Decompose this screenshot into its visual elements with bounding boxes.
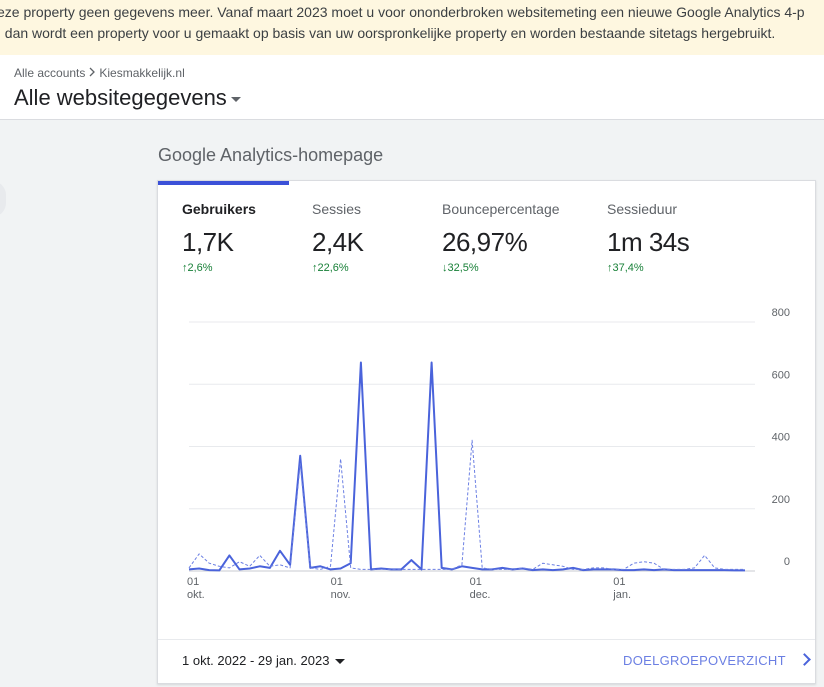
x-tick-month: jan. <box>612 589 631 601</box>
metric-label: Sessies <box>312 201 362 217</box>
notice-banner: eze property geen gegevens meer. Vanaf m… <box>0 0 824 55</box>
banner-text-line-2: , dan wordt een property voor u gemaakt … <box>0 25 776 41</box>
y-tick-label: 400 <box>772 432 790 444</box>
x-tick-day: 01 <box>331 576 343 588</box>
arrow-up-icon: ↑ <box>607 262 613 274</box>
footer-divider <box>158 639 815 640</box>
metric-tab-users[interactable]: Gebruikers 1,7K ↑2,6% <box>182 201 256 274</box>
breadcrumb: Alle accounts Kiesmakkelijk.nl <box>14 66 185 80</box>
view-title-text: Alle websitegegevens <box>14 85 227 110</box>
caret-down-icon <box>335 659 346 665</box>
arrow-up-icon: ↑ <box>182 262 188 274</box>
metric-label: Bouncepercentage <box>442 201 560 217</box>
breadcrumb-property[interactable]: Kiesmakkelijk.nl <box>99 66 185 80</box>
x-tick-day: 01 <box>470 576 482 588</box>
audience-overview-label: DOELGROEPOVERZICHT <box>623 653 786 668</box>
y-tick-label: 600 <box>772 369 790 381</box>
primary-series-line <box>188 361 745 572</box>
metric-value: 2,4K <box>312 227 364 257</box>
section-title: Google Analytics-homepage <box>158 145 384 165</box>
breadcrumb-account[interactable]: Alle accounts <box>14 66 86 80</box>
metric-value: 1m 34s <box>607 227 690 257</box>
date-range-text: 1 okt. 2022 - 29 jan. 2023 <box>182 653 330 668</box>
y-tick-label: 0 <box>784 556 790 568</box>
side-panel-toggle[interactable] <box>0 181 6 217</box>
metric-label: Gebruikers <box>182 201 256 217</box>
date-range-selector[interactable]: 1 okt. 2022 - 29 jan. 2023 <box>182 653 346 668</box>
chevron-right-icon <box>798 653 811 666</box>
metric-change: ↑2,6% <box>182 262 213 274</box>
banner-text-line-1: eze property geen gegevens meer. Vanaf m… <box>0 4 805 20</box>
audience-overview-link[interactable]: DOELGROEPOVERZICHT <box>623 653 811 668</box>
arrow-up-icon: ↑ <box>312 262 318 274</box>
metric-tab-sessions[interactable]: Sessies 2,4K ↑22,6% <box>312 201 364 274</box>
x-tick-day: 01 <box>187 576 199 588</box>
active-tab-indicator <box>158 181 289 185</box>
arrow-down-icon: ↓ <box>442 262 448 274</box>
metric-change: ↓32,5% <box>442 262 479 274</box>
metric-value: 26,97% <box>442 227 528 257</box>
page-header: Alle accounts Kiesmakkelijk.nl Alle websi… <box>0 55 824 120</box>
comparison-series-line <box>188 439 745 570</box>
metric-label: Sessieduur <box>607 201 678 217</box>
y-tick-label: 200 <box>772 494 790 506</box>
caret-down-icon <box>230 96 241 102</box>
metric-value: 1,7K <box>182 227 234 257</box>
metric-change: ↑22,6% <box>312 262 349 274</box>
view-selector[interactable]: Alle websitegegevens <box>14 85 241 111</box>
x-tick-day: 01 <box>613 576 625 588</box>
overview-card: Gebruikers 1,7K ↑2,6% Sessies 2,4K ↑22,6… <box>157 180 816 684</box>
y-tick-label: 800 <box>772 307 790 319</box>
x-tick-month: nov. <box>331 589 351 601</box>
metric-tab-bounce-rate[interactable]: Bouncepercentage 26,97% ↓32,5% <box>442 201 560 274</box>
metric-change: ↑37,4% <box>607 262 644 274</box>
metric-tab-session-duration[interactable]: Sessieduur 1m 34s ↑37,4% <box>607 201 690 274</box>
chevron-right-icon <box>89 66 96 80</box>
x-tick-month: dec. <box>470 589 491 601</box>
x-tick-month: okt. <box>187 589 205 601</box>
